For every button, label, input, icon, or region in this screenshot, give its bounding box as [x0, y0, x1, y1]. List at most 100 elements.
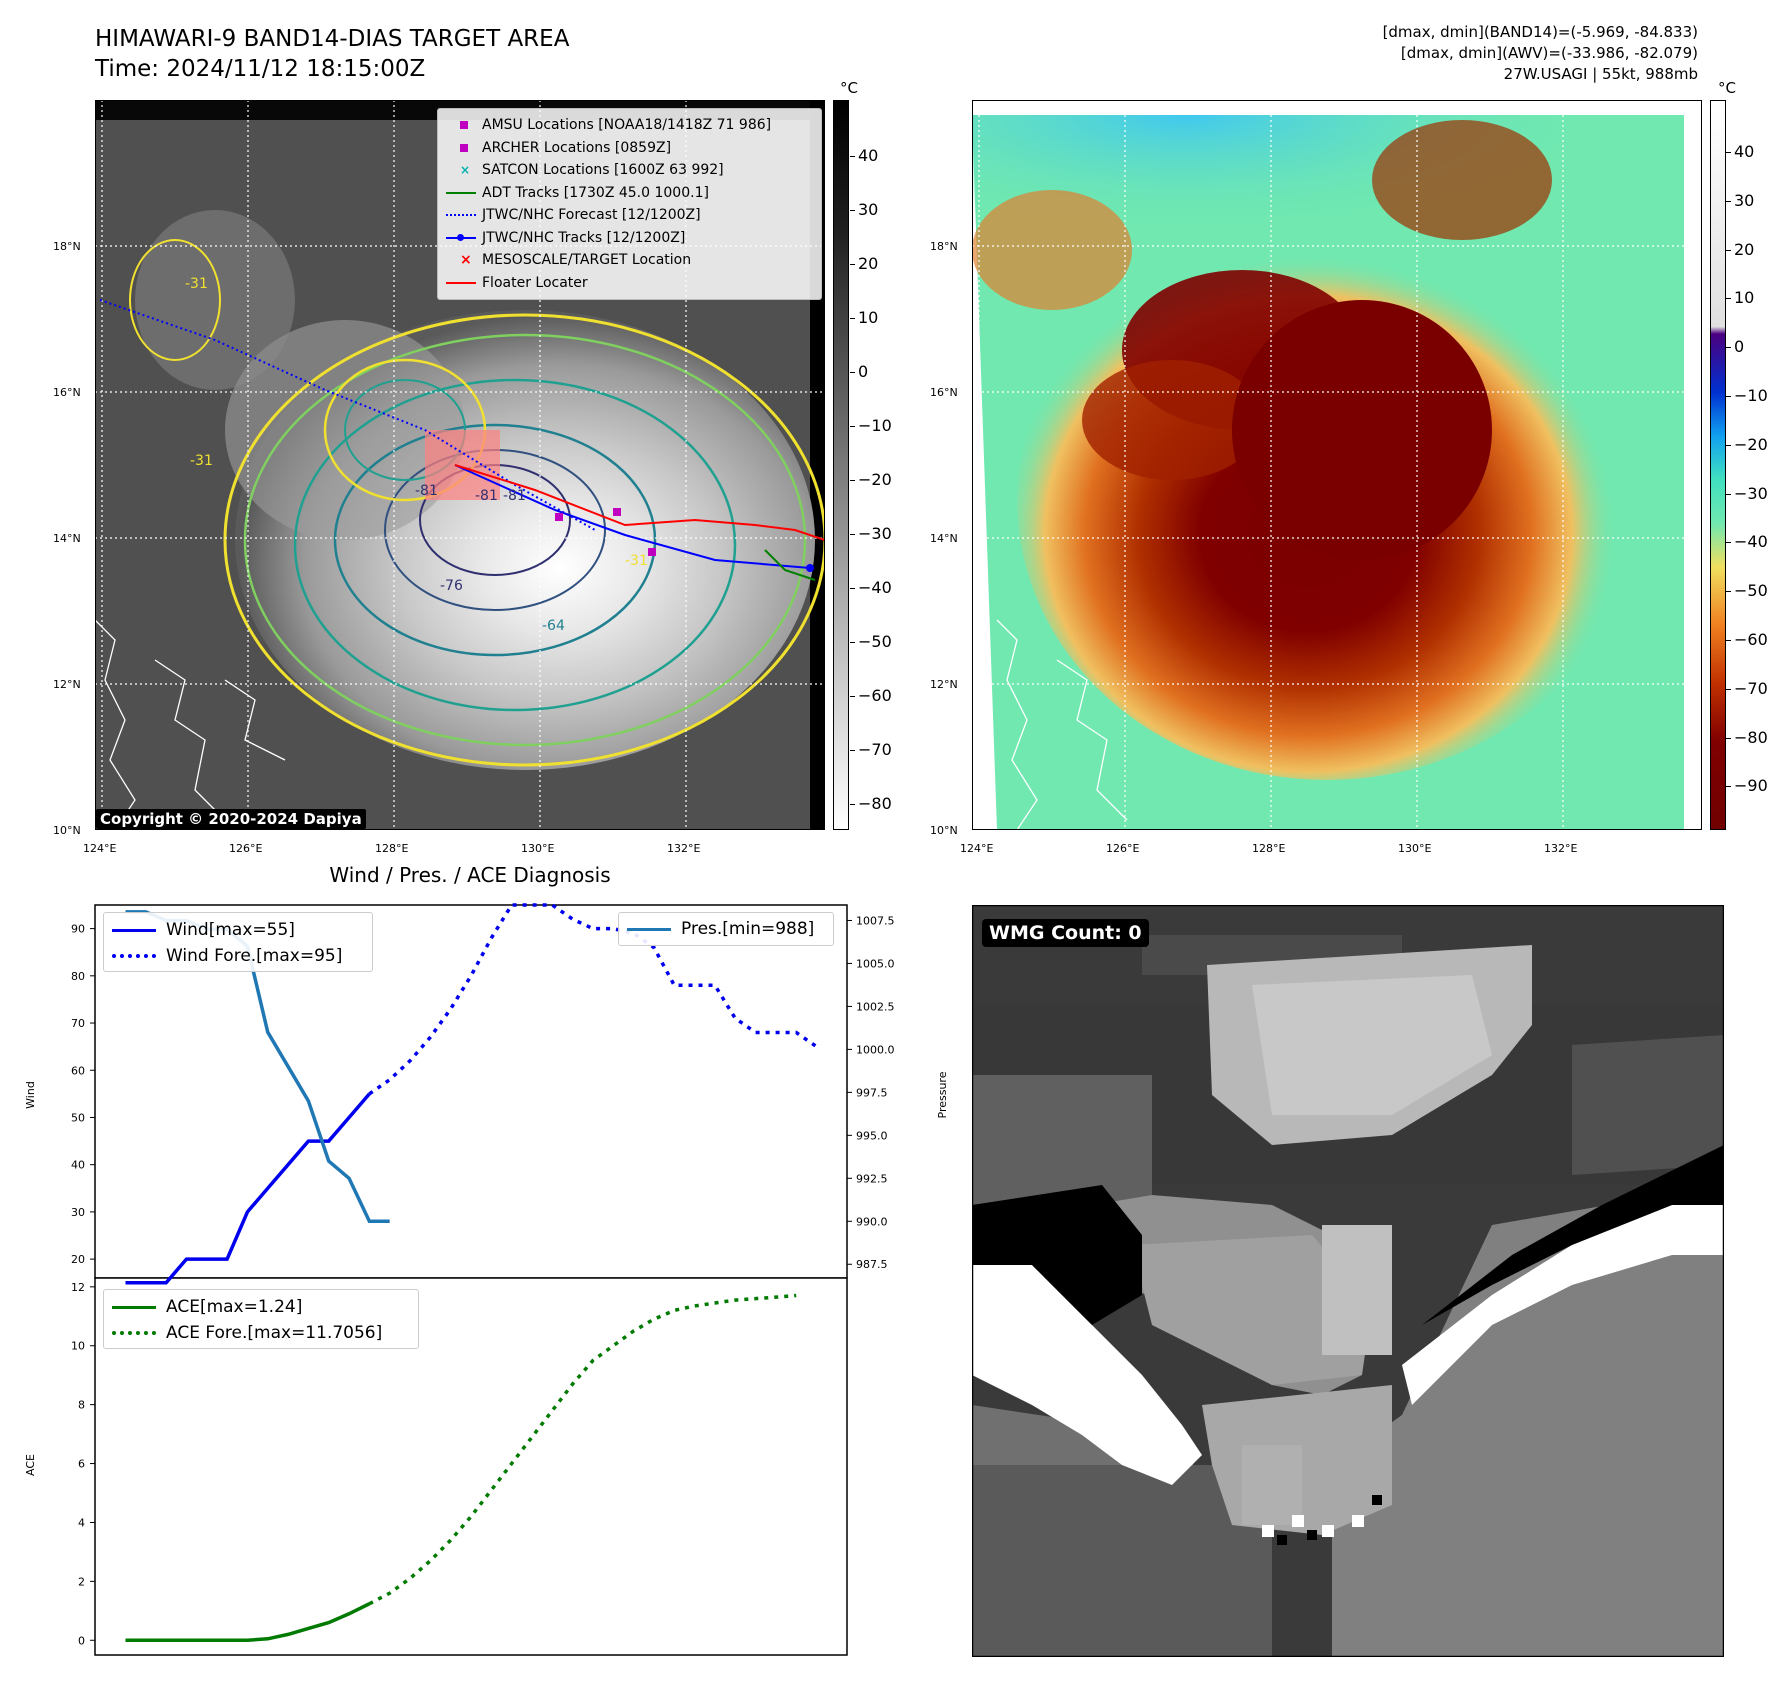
ace-series-line [125, 1602, 371, 1643]
lon-label: 132°E [667, 842, 701, 855]
lat-label: 12°N [53, 678, 81, 691]
color-map-panel [972, 100, 1702, 830]
colorbar-tick-label: −70 [858, 740, 892, 759]
colorbar-gray [833, 100, 849, 830]
colorbar-tick-mark [850, 696, 855, 697]
wind-forecast-series-line [368, 903, 818, 1096]
legend-item-adt: ADT Tracks [1730Z 45.0 1000.1] [446, 182, 771, 205]
ace-forecast-series-line [368, 1293, 797, 1606]
legend-item-ace-forecast: ACE Fore.[max=11.7056] [112, 1320, 382, 1346]
colorbar-tick-label: −50 [858, 632, 892, 651]
colorbar-tick-label: −80 [858, 794, 892, 813]
legend-item-jtwc-forecast: JTWC/NHC Forecast [12/1200Z] [446, 204, 771, 227]
colorbar-tick-label: −30 [858, 524, 892, 543]
legend-label: SATCON Locations [1600Z 63 992] [482, 162, 724, 178]
ir-map-frame [95, 100, 825, 830]
ace-tick-label: 8 [78, 1399, 85, 1412]
x-marker-icon: × [460, 163, 471, 177]
contour-label: -31 [185, 276, 208, 292]
colorbar-tick-mark [1726, 786, 1731, 788]
colorbar-tick-mark [850, 750, 855, 751]
wind-tick-label: 30 [71, 1206, 85, 1219]
legend-label: JTWC/NHC Tracks [12/1200Z] [482, 229, 686, 246]
colorbar-tick-label: 20 [1734, 239, 1755, 259]
colorbar-tick-label: −20 [1734, 434, 1768, 454]
ace-tick-label: 12 [71, 1281, 85, 1294]
contour-label: -76 [440, 578, 463, 594]
dotted-line-icon [112, 954, 156, 958]
pressure-tick-label: 1002.5 [856, 1000, 895, 1013]
pressure-tick-label: 1007.5 [856, 914, 895, 927]
lon-label: 128°E [1252, 842, 1286, 855]
colorbar-tick-label: −40 [858, 578, 892, 597]
legend-label: ADT Tracks [1730Z 45.0 1000.1] [482, 184, 709, 201]
lon-label: 130°E [1398, 842, 1432, 855]
legend-label: Floater Locater [482, 274, 588, 291]
lat-label: 16°N [53, 386, 81, 399]
colorbar-tick-mark [1726, 200, 1731, 202]
colorbar-unit: °C [1718, 79, 1736, 97]
pressure-tick-label: 992.5 [856, 1172, 888, 1185]
legend-item-wind-forecast: Wind Fore.[max=95] [112, 943, 342, 969]
lat-label: 12°N [930, 678, 958, 691]
ace-tick-label: 6 [78, 1458, 85, 1471]
colorbar-tick-label: −40 [1734, 532, 1768, 552]
colorbar-tick-label: 0 [1734, 337, 1745, 357]
pressure-tick-label: 1000.0 [856, 1043, 895, 1056]
solid-line-icon [627, 927, 671, 931]
wmg-count-badge: WMG Count: 0 [982, 919, 1149, 947]
wind-axis-label: Wind [24, 1081, 37, 1109]
legend-item-amsu: AMSU Locations [NOAA18/1418Z 71 986] [446, 114, 771, 137]
dotted-line-icon [112, 1331, 156, 1335]
colorbar-tick-mark [1726, 347, 1731, 349]
diagnosis-chart: 90807060504030201007.51005.01002.51000.0… [24, 903, 949, 1656]
colorbar-tick-mark [1726, 152, 1731, 153]
square-marker-icon [460, 121, 468, 129]
colorbar-tick-mark [1726, 249, 1731, 251]
contour-label: -31 [190, 453, 213, 469]
contour-label: -64 [542, 618, 565, 634]
colorbar-tick-mark [1726, 640, 1731, 641]
colorbar-tick-label: 10 [858, 308, 879, 327]
colorbar-tick-label: 0 [858, 362, 869, 381]
lat-label: 18°N [53, 240, 81, 253]
lon-label: 124°E [83, 842, 117, 855]
colorbar-tick-mark [1726, 688, 1731, 690]
colorbar-color [1710, 100, 1726, 830]
pressure-tick-label: 995.0 [856, 1129, 888, 1142]
wmg-panel [972, 905, 1724, 1657]
colorbar-tick-label: −70 [1734, 678, 1768, 698]
square-marker-icon [460, 143, 468, 152]
figure-title: HIMAWARI-9 BAND14-DIAS TARGET AREA [95, 26, 570, 52]
colorbar-tick-label: 40 [858, 146, 879, 165]
line-marker-icon [446, 191, 476, 194]
colorbar-tick-mark [850, 264, 855, 265]
colorbar-tick-mark [1726, 493, 1731, 495]
wind-tick-label: 80 [71, 970, 85, 983]
wind-tick-label: 70 [71, 1017, 85, 1030]
colorbar-tick-label: 40 [1734, 142, 1755, 161]
colorbar-tick-mark [850, 318, 855, 319]
legend-item-wind: Wind[max=55] [112, 917, 342, 943]
colorbar-tick-mark [1726, 444, 1731, 446]
colorbar-tick-label: −10 [858, 416, 892, 435]
wind-tick-label: 20 [71, 1253, 85, 1266]
lon-label: 126°E [229, 842, 263, 855]
legend-item-pressure: Pres.[min=988] [627, 916, 814, 942]
colorbar-tick-label: −60 [1734, 630, 1768, 649]
legend-item-floater: Floater Locater [446, 272, 771, 295]
colorbar-tick-label: −60 [858, 686, 892, 705]
colorbar-tick-mark [850, 480, 855, 481]
lat-label: 14°N [930, 532, 958, 545]
ace-legend: ACE[max=1.24] ACE Fore.[max=11.7056] [103, 1289, 419, 1349]
legend-label: ARCHER Locations [0859Z] [482, 139, 672, 156]
ace-tick-label: 10 [71, 1340, 85, 1353]
contour-label: -81 [415, 483, 438, 499]
colorbar-tick-mark [1726, 591, 1731, 593]
lon-label: 126°E [1106, 842, 1140, 855]
wind-tick-label: 40 [71, 1159, 85, 1172]
info-storm: 27W.USAGI | 55kt, 988mb [1503, 65, 1698, 83]
colorbar-tick-mark [850, 156, 855, 157]
legend-label: AMSU Locations [NOAA18/1418Z 71 986] [482, 117, 772, 133]
lon-label: 124°E [960, 842, 994, 855]
